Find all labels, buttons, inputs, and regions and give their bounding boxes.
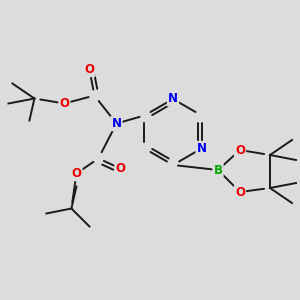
Text: N: N [196,142,207,155]
Text: O: O [235,185,245,199]
Text: O: O [71,167,81,180]
Text: O: O [235,143,245,157]
Text: B: B [214,164,223,176]
Text: N: N [111,117,122,130]
Text: O: O [59,97,69,110]
Text: O: O [84,63,94,76]
Text: N: N [168,92,178,106]
Text: O: O [116,162,125,175]
